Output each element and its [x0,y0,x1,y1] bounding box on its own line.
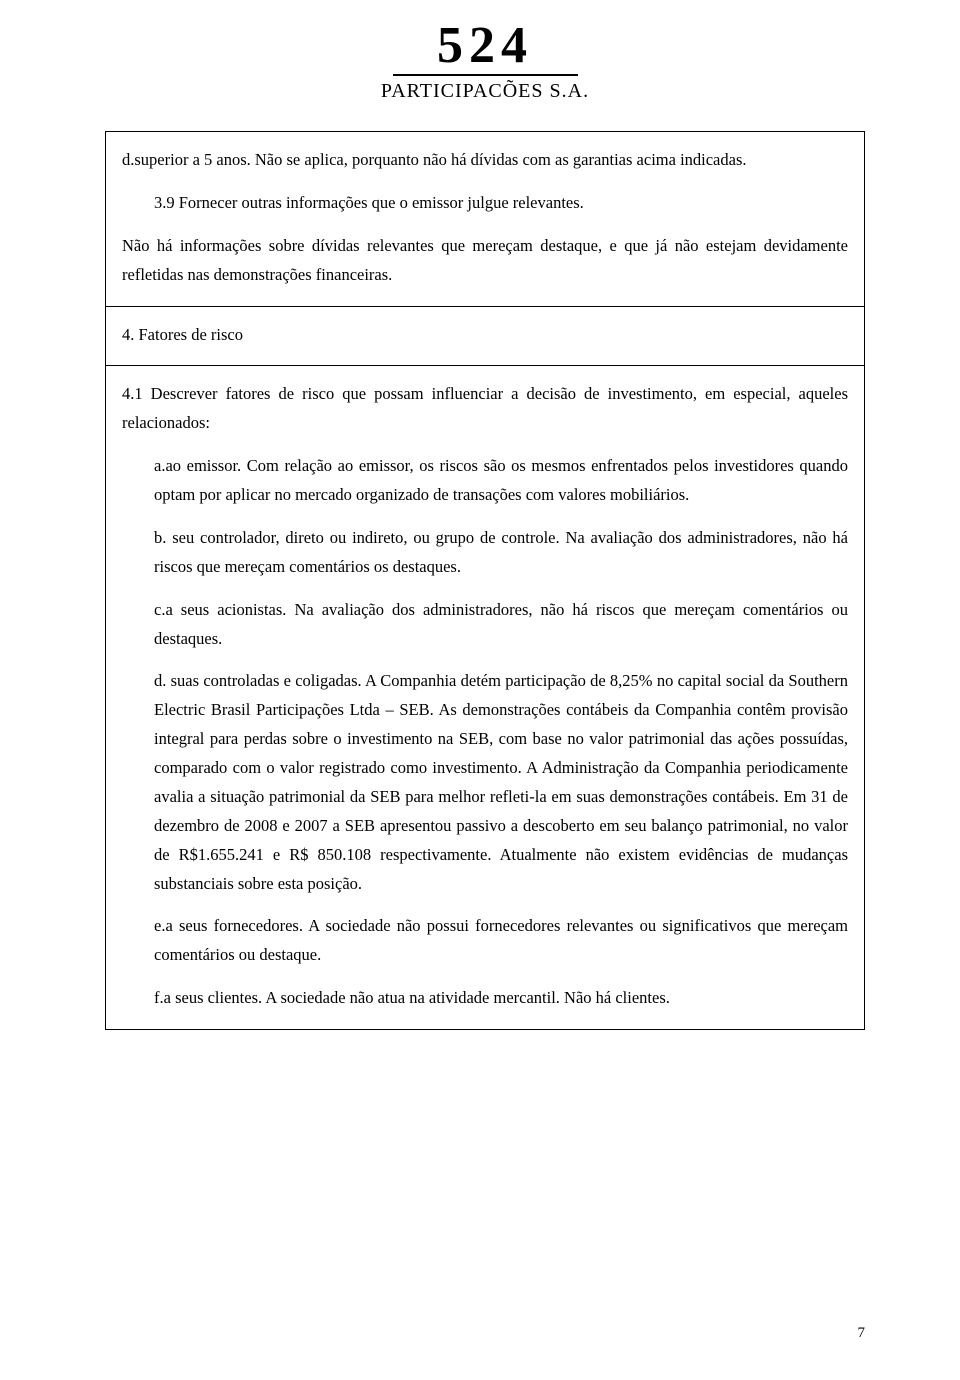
item-fornecedores: e.a seus fornecedores. A sociedade não p… [122,912,848,970]
para-debt-superior: d.superior a 5 anos. Não se aplica, porq… [122,146,848,175]
heading-risk-factors: 4. Fatores de risco [122,321,848,350]
logo-subtitle: PARTICIPACÕES S.A. [105,80,865,103]
section-risk-heading: 4. Fatores de risco [106,307,864,367]
logo-divider [393,74,578,76]
item-controladas: d. suas controladas e coligadas. A Compa… [122,667,848,898]
section-risk-factors: 4.1 Descrever fatores de risco que possa… [106,366,864,1029]
section-debt-info: d.superior a 5 anos. Não se aplica, porq… [106,132,864,307]
logo-number: 524 [105,20,865,72]
para-other-info-heading: 3.9 Fornecer outras informações que o em… [122,189,848,218]
document-table: d.superior a 5 anos. Não se aplica, porq… [105,131,865,1030]
item-emissor: a.ao emissor. Com relação ao emissor, os… [122,452,848,510]
page-number: 7 [858,1325,866,1342]
item-acionistas: c.a seus acionistas. Na avaliação dos ad… [122,596,848,654]
item-controlador: b. seu controlador, direto ou indireto, … [122,524,848,582]
para-no-debt-info: Não há informações sobre dívidas relevan… [122,232,848,290]
company-logo: 524 PARTICIPACÕES S.A. [105,0,865,103]
para-risk-intro: 4.1 Descrever fatores de risco que possa… [122,380,848,438]
item-clientes: f.a seus clientes. A sociedade não atua … [122,984,848,1013]
